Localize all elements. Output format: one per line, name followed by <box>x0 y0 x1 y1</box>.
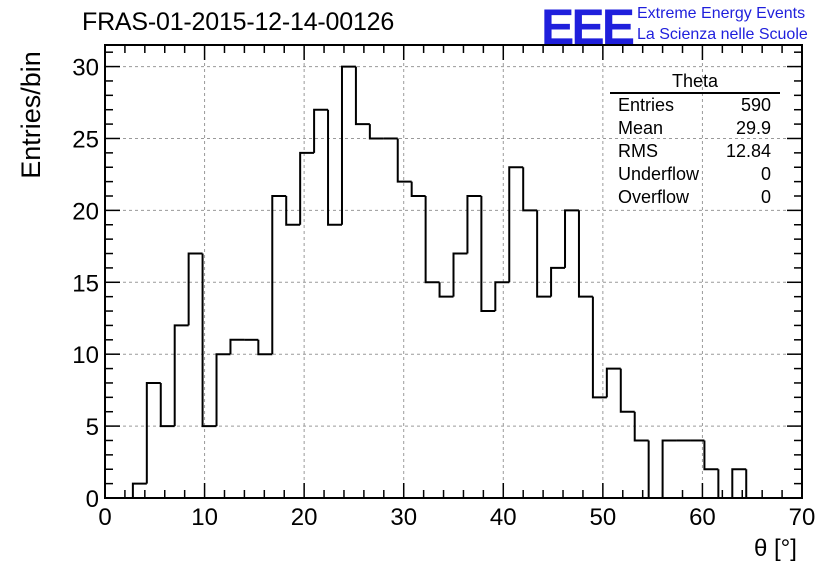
histogram-bin <box>480 196 496 313</box>
histogram-bin <box>271 195 287 355</box>
stats-label: Mean <box>618 118 664 138</box>
x-axis-label: θ [°] <box>754 535 797 562</box>
stats-row-underflow: Underflow 0 <box>610 163 780 186</box>
histogram-bin <box>591 296 607 399</box>
y-tick-label: 20 <box>72 198 99 225</box>
histogram-bin <box>703 440 719 471</box>
stats-value: 590 <box>740 95 771 115</box>
x-tick-label: 60 <box>689 504 716 531</box>
stats-row-overflow: Overflow 0 <box>610 186 780 209</box>
y-axis-label: Entries/bin <box>16 51 46 179</box>
stats-row-mean: Mean 29.9 <box>610 117 780 140</box>
histogram-bin <box>340 65 356 225</box>
histogram-series <box>105 65 802 499</box>
histogram-bin <box>215 353 231 427</box>
histogram-bin <box>661 439 677 498</box>
stats-label: RMS <box>618 141 658 161</box>
plot-frame <box>104 44 803 499</box>
histogram-bin <box>313 108 329 153</box>
stats-label: Overflow <box>618 187 690 207</box>
histogram-bin <box>327 109 342 226</box>
logo-caption-line2: La Scienza nelle Scuole <box>637 26 808 43</box>
histogram-bin <box>131 482 147 498</box>
histogram-bin <box>257 339 273 356</box>
histogram-bin <box>299 151 315 225</box>
histogram-bin <box>731 468 747 498</box>
histogram-bin <box>285 196 301 226</box>
stats-row-rms: RMS 12.84 <box>610 140 780 163</box>
stats-label: Entries <box>618 95 675 115</box>
histogram-bin <box>187 252 203 326</box>
histogram-bin <box>536 210 552 298</box>
histogram-bin <box>647 440 663 499</box>
y-tick-label: 30 <box>72 55 99 82</box>
chart-title: FRAS-01-2015-12-14-00126 <box>82 8 395 36</box>
y-tick-label: 5 <box>86 414 99 441</box>
histogram-bin <box>550 266 566 297</box>
x-tick-label: 0 <box>98 504 111 531</box>
y-tick-label: 0 <box>86 486 99 513</box>
histogram-bin <box>145 381 161 484</box>
stats-row-entries: Entries 590 <box>610 94 780 117</box>
histogram-bin <box>564 209 579 268</box>
x-tick-label: 20 <box>291 504 318 531</box>
histogram-bin <box>619 368 635 413</box>
x-tick-label: 10 <box>191 504 218 531</box>
stats-value: 29.9 <box>735 118 771 138</box>
histogram-bin <box>201 253 217 428</box>
stats-value: 0 <box>760 164 771 184</box>
histogram-bin <box>466 195 482 254</box>
histogram-bin <box>577 210 593 298</box>
histogram-bin <box>522 167 538 212</box>
histogram-bin <box>633 411 649 442</box>
logo-caption: Extreme Energy Events La Scienza nelle S… <box>637 3 808 45</box>
y-tick-label: 25 <box>72 126 99 153</box>
histogram-bin <box>605 367 621 398</box>
histogram-bin <box>508 166 524 283</box>
eee-logo: EEE <box>541 0 635 55</box>
x-tick-label: 50 <box>590 504 617 531</box>
histogram-bin <box>159 382 175 428</box>
histogram-bin <box>368 124 384 140</box>
axes: 0 10 20 30 40 50 60 70 0 5 10 15 20 25 30 <box>72 44 816 531</box>
x-tick-label: 40 <box>490 504 517 531</box>
stats-value: 0 <box>760 187 771 207</box>
histogram-bin <box>452 252 468 297</box>
histogram-bin <box>410 181 426 197</box>
x-tick-label: 70 <box>789 504 816 531</box>
logo-caption-line1: Extreme Energy Events <box>637 5 806 22</box>
x-tick-label: 30 <box>390 504 417 531</box>
y-tick-label: 15 <box>72 270 99 297</box>
stats-label: Underflow <box>618 164 700 184</box>
histogram-bin <box>354 66 370 126</box>
histogram-bin <box>717 469 733 499</box>
stats-value: 12.84 <box>725 141 771 161</box>
y-tick-label: 10 <box>72 342 99 369</box>
histogram-bin <box>438 282 454 298</box>
histogram-bin <box>424 196 440 284</box>
histogram-bin <box>173 324 189 427</box>
stats-box: Theta Entries 590 Mean 29.9 RMS 12.84 Un… <box>610 70 780 209</box>
histogram-bin <box>229 338 245 355</box>
histogram-bin <box>494 281 510 312</box>
histogram-bin <box>745 469 761 499</box>
histogram-bin <box>396 138 412 183</box>
stats-title: Theta <box>610 70 780 94</box>
